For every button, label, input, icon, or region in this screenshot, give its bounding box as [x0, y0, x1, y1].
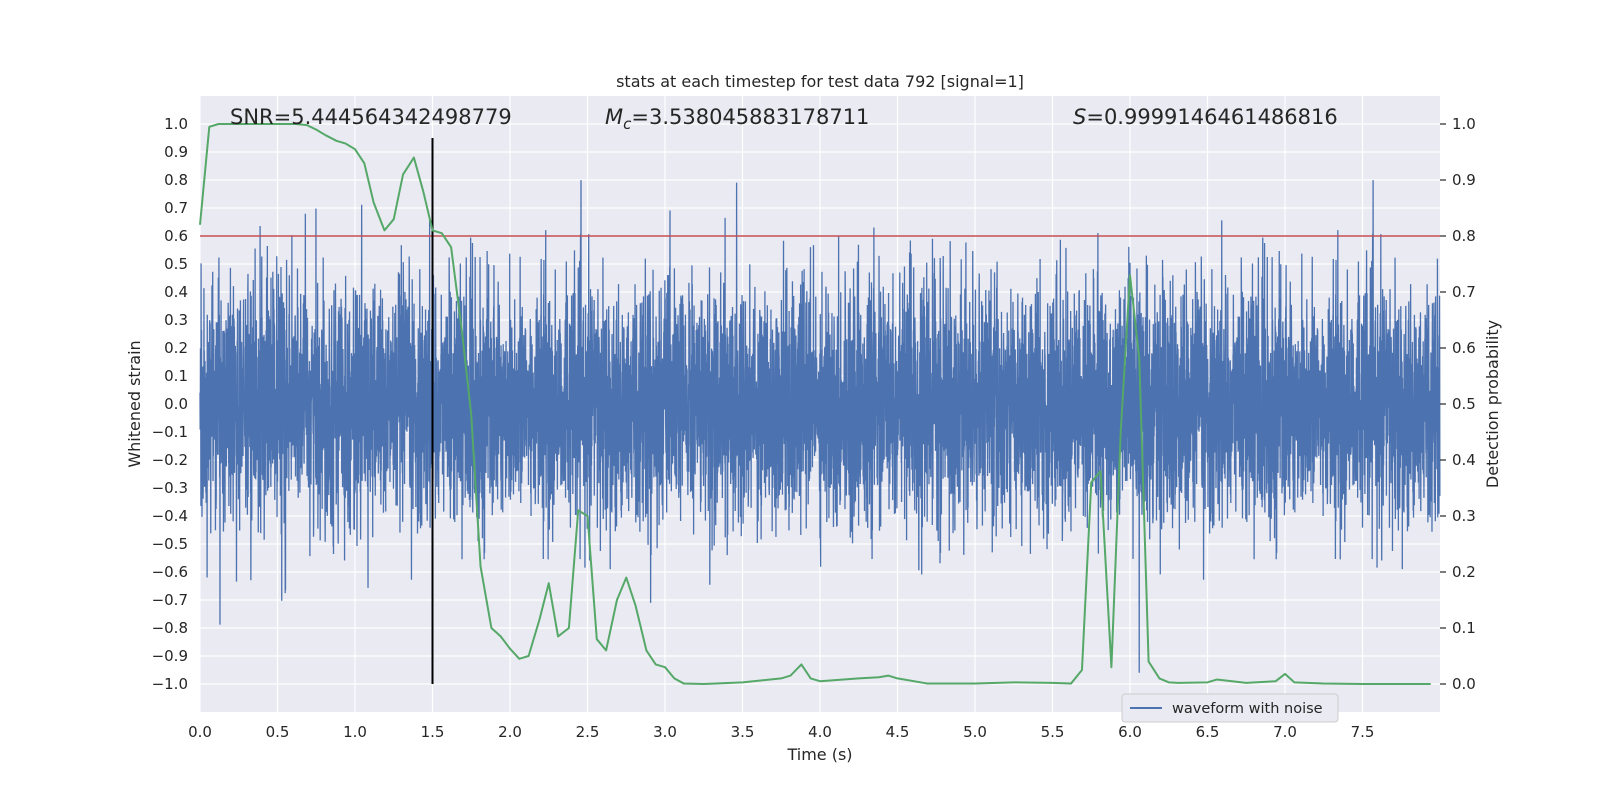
y-axis-label: Whitened strain: [125, 340, 144, 467]
y-tick-label: −0.1: [152, 423, 188, 441]
x-tick-label: 7.5: [1351, 723, 1375, 741]
annotation-0: SNR=5.444564342498779: [230, 105, 512, 129]
annotation-2: S=0.9999146461486816: [1073, 105, 1338, 129]
y-tick-label: −0.5: [152, 535, 188, 553]
y-tick-label: −0.7: [152, 591, 188, 609]
y2-tick-label: 0.8: [1452, 227, 1476, 245]
y-tick-label: 0.7: [164, 199, 188, 217]
x-tick-label: 5.5: [1041, 723, 1065, 741]
x-tick-label: 4.0: [808, 723, 832, 741]
legend: waveform with noise: [1121, 693, 1339, 723]
y-tick-label: 0.0: [164, 395, 188, 413]
annotation-1: Mc=3.538045883178711: [605, 105, 869, 133]
y2-tick-label: 0.3: [1452, 507, 1476, 525]
noise-waveform: [199, 180, 1441, 673]
y-tick-label: 0.6: [164, 227, 188, 245]
y-tick-label: 0.8: [164, 171, 188, 189]
y-tick-label: −0.6: [152, 563, 188, 581]
legend-label-waveform: waveform with noise: [1172, 701, 1323, 717]
y-tick-label: 0.2: [164, 339, 188, 357]
x-axis-ticks: 0.0 0.5 1.0 1.5 2.0 2.5 3.0 3.5 4.0 4.5 5.0 5.5 6.0 6…: [188, 723, 1374, 741]
y2-axis-ticks: 0.0 0.1 0.2 0.3 0.4 0.5 0.6 0.7 0.8 0.9 1.0: [1440, 115, 1476, 693]
annotations: SNR=5.444564342498779 Mc=3.53804588317871…: [230, 105, 1338, 133]
x-tick-label: 3.0: [653, 723, 677, 741]
y-tick-label: −1.0: [152, 675, 188, 693]
x-tick-label: 2.0: [498, 723, 522, 741]
x-tick-label: 1.5: [421, 723, 445, 741]
detection-probability-line: [199, 123, 1431, 685]
y-tick-label: 0.4: [164, 283, 188, 301]
y-tick-label: 0.1: [164, 367, 188, 385]
x-tick-label: 4.5: [886, 723, 910, 741]
x-tick-label: 3.5: [731, 723, 755, 741]
x-tick-label: 6.5: [1196, 723, 1220, 741]
y2-tick-label: 0.5: [1452, 395, 1476, 413]
x-axis-label: Time (s): [786, 745, 852, 764]
y2-tick-label: 0.0: [1452, 675, 1476, 693]
x-tick-label: 1.0: [343, 723, 367, 741]
y-tick-label: −0.8: [152, 619, 188, 637]
x-tick-label: 0.0: [188, 723, 212, 741]
overlay-lines: [199, 123, 1440, 685]
x-tick-label: 2.5: [576, 723, 600, 741]
y-axis-ticks: 1.0 0.9 0.8 0.7 0.6 0.5 0.4 0.3 0.2 0.1 0.0 −0.1 −0.…: [152, 115, 188, 693]
y2-axis-label: Detection probability: [1483, 320, 1502, 488]
y2-tick-label: 0.2: [1452, 563, 1476, 581]
x-tick-label: 5.0: [963, 723, 987, 741]
x-tick-label: 0.5: [266, 723, 290, 741]
y-tick-label: 0.9: [164, 143, 188, 161]
y-tick-label: 0.5: [164, 255, 188, 273]
y2-tick-label: 0.6: [1452, 339, 1476, 357]
y-tick-label: −0.9: [152, 647, 188, 665]
y-tick-label: −0.4: [152, 507, 188, 525]
y2-tick-label: 0.9: [1452, 171, 1476, 189]
y2-tick-label: 0.1: [1452, 619, 1476, 637]
chart-title: stats at each timestep for test data 792…: [616, 72, 1024, 91]
y2-tick-label: 1.0: [1452, 115, 1476, 133]
y-tick-label: 0.3: [164, 311, 188, 329]
y2-tick-label: 0.7: [1452, 283, 1476, 301]
waveform-line: [199, 180, 1441, 673]
y-tick-label: 1.0: [164, 115, 188, 133]
x-tick-label: 6.0: [1118, 723, 1142, 741]
legend-box: [1121, 693, 1339, 723]
y-tick-label: −0.3: [152, 479, 188, 497]
y-tick-label: −0.2: [152, 451, 188, 469]
y2-tick-label: 0.4: [1452, 451, 1476, 469]
x-tick-label: 7.0: [1273, 723, 1297, 741]
